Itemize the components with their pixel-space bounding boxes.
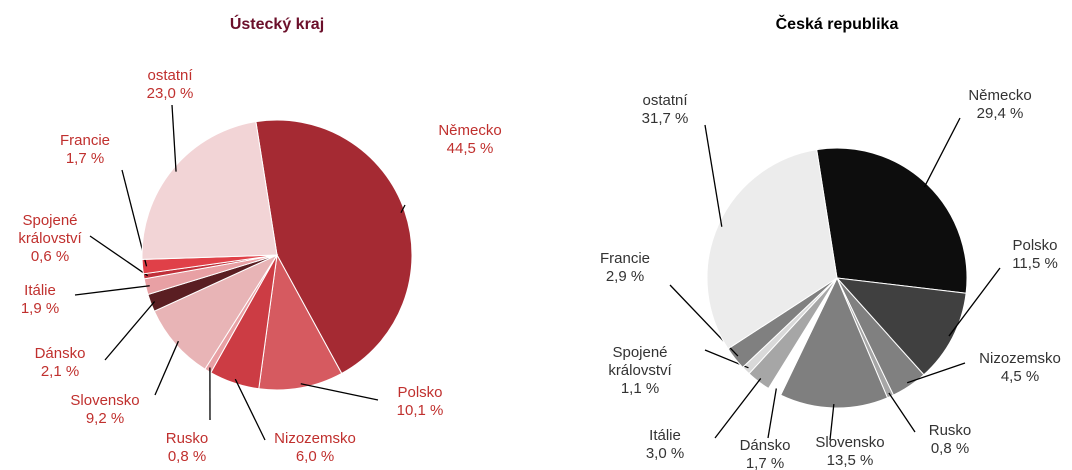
pie-slice <box>835 277 967 376</box>
slice-name: Rusko <box>165 430 209 447</box>
slice-label: Spojené království 1,1 % <box>595 344 685 398</box>
slice-value: 0,6 % <box>30 248 70 265</box>
leader-line <box>829 403 835 441</box>
slice-label: Itálie 1,9 % <box>0 282 85 318</box>
pie-slice <box>141 121 278 260</box>
slice-label: Nizozemsko 4,5 % <box>975 350 1065 386</box>
slice-value: 2,9 % <box>605 268 645 285</box>
leader-line <box>906 362 966 384</box>
slice-value: 2,1 % <box>40 363 80 380</box>
pie-slice <box>255 119 413 375</box>
leader-line <box>154 340 180 396</box>
slice-label: Polsko 10,1 % <box>375 384 465 420</box>
slice-name: Francie <box>599 250 651 267</box>
slice-value: 9,2 % <box>85 410 125 427</box>
slice-name: Spojené království <box>608 344 672 379</box>
slice-name: Německo <box>438 122 502 139</box>
slice-name: Slovensko <box>815 434 885 451</box>
slice-label: Dánsko 2,1 % <box>15 345 105 381</box>
slice-value: 44,5 % <box>446 140 494 157</box>
slice-value: 11,5 % <box>1012 255 1058 272</box>
slice-value: 23,0 % <box>146 85 194 102</box>
slice-value: 6,0 % <box>295 448 335 465</box>
slice-value: 0,8 % <box>167 448 207 465</box>
leader-line <box>104 301 156 361</box>
slice-name: Nizozemsko <box>274 430 356 447</box>
slice-name: Německo <box>968 87 1032 104</box>
slice-name: Polsko <box>1012 237 1058 254</box>
leader-line <box>714 378 762 439</box>
slice-name: Nizozemsko <box>979 350 1061 367</box>
slice-label: ostatní 23,0 % <box>125 67 215 103</box>
slice-value: 0,8 % <box>930 440 970 457</box>
slice-value: 4,5 % <box>1000 368 1040 385</box>
slice-name: ostatní <box>147 67 193 84</box>
slice-value: 1,1 % <box>620 380 660 397</box>
slice-value: 1,7 % <box>65 150 105 167</box>
slice-name: Polsko <box>397 384 443 401</box>
slice-value: 10,1 % <box>396 402 444 419</box>
leader-line <box>300 383 379 401</box>
slice-label: Dánsko 1,7 % <box>720 437 810 470</box>
slice-value: 13,5 % <box>826 452 874 469</box>
slice-value: 29,4 % <box>976 105 1024 122</box>
slice-name: Spojené království <box>18 212 82 247</box>
leader-line <box>948 267 1001 337</box>
slice-value: 3,0 % <box>645 445 685 462</box>
slice-label: Německo 29,4 % <box>955 87 1045 123</box>
leader-line <box>171 104 177 172</box>
slice-label: Itálie 3,0 % <box>620 427 710 463</box>
slice-label: Rusko 0,8 % <box>905 422 995 458</box>
slice-name: Itálie <box>649 427 681 444</box>
slice-label: ostatní 31,7 % <box>620 92 710 128</box>
slice-label: Německo 44,5 % <box>425 122 515 158</box>
pie-slice <box>706 149 838 350</box>
slice-label: Slovensko 13,5 % <box>805 434 895 470</box>
leader-line <box>923 117 961 188</box>
slice-value: 1,9 % <box>20 300 60 317</box>
leader-line <box>767 388 777 439</box>
leader-line <box>74 285 150 296</box>
slice-name: Itálie <box>24 282 56 299</box>
pie-slice <box>153 253 279 370</box>
slice-label: Spojené království 0,6 % <box>5 212 95 266</box>
chart-title: Česká republika <box>775 16 899 33</box>
leader-line <box>89 235 149 277</box>
slice-name: Rusko <box>928 422 972 439</box>
slice-label: Francie 2,9 % <box>580 250 670 286</box>
leader-line <box>888 392 916 433</box>
pie-slice <box>258 253 343 391</box>
leader-line <box>400 204 406 214</box>
slice-label: Rusko 0,8 % <box>142 430 232 466</box>
slice-label: Francie 1,7 % <box>40 132 130 168</box>
slice-label: Slovensko 9,2 % <box>60 392 150 428</box>
slice-name: Slovensko <box>70 392 140 409</box>
slice-value: 1,7 % <box>745 455 785 470</box>
slice-name: ostatní <box>642 92 688 109</box>
pie-slice <box>816 147 968 294</box>
slice-name: Dánsko <box>34 345 86 362</box>
chart-title: Ústecký kraj <box>229 16 325 33</box>
slice-name: Francie <box>59 132 111 149</box>
slice-label: Nizozemsko 6,0 % <box>270 430 360 466</box>
leader-line <box>704 124 723 227</box>
slice-value: 31,7 % <box>641 110 689 127</box>
slice-name: Dánsko <box>739 437 791 454</box>
leader-line <box>234 378 266 441</box>
slice-label: Polsko 11,5 % <box>990 237 1072 273</box>
